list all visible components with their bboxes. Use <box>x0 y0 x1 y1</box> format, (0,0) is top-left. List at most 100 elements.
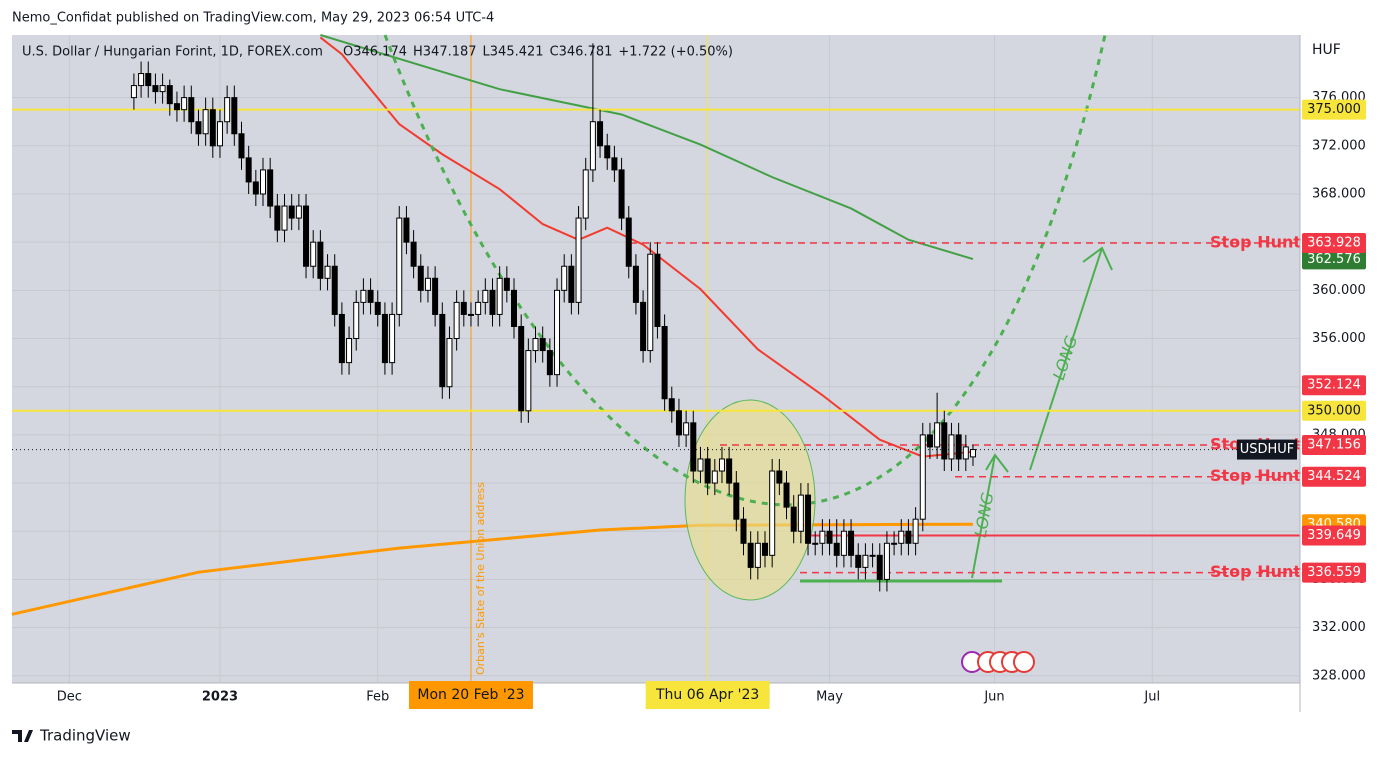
candle-body <box>460 301 467 315</box>
candle-body <box>625 217 632 267</box>
candle-body <box>554 289 561 376</box>
candle-body <box>432 277 439 315</box>
candle-body <box>274 205 281 231</box>
candle-body <box>331 265 338 315</box>
candle-body <box>360 289 367 303</box>
price-tag-box <box>1302 466 1366 487</box>
candle-body <box>417 265 424 291</box>
legend-value: H347.187 <box>413 45 477 60</box>
candle-body <box>389 313 396 364</box>
brand-logo <box>12 730 33 742</box>
candle-body <box>948 434 955 460</box>
candle-body <box>898 530 905 544</box>
candle-body <box>747 542 754 568</box>
price-tag: 362.576 <box>1307 252 1361 267</box>
candle-body <box>962 446 969 460</box>
candle-body <box>130 85 137 99</box>
price-tag-box <box>1302 562 1366 583</box>
arrow-head <box>1082 246 1113 271</box>
candle-body <box>353 301 360 340</box>
candle-body <box>396 217 403 315</box>
event-label: Thu 06 Apr '23 <box>655 687 759 703</box>
price-tag: 344.524 <box>1307 469 1361 484</box>
candle-body <box>381 313 388 364</box>
candle-body <box>776 470 783 484</box>
moving-average <box>319 36 974 458</box>
candle-body <box>718 458 725 472</box>
event-label: Mon 20 Feb '23 <box>417 687 524 703</box>
plot-background <box>12 35 1300 683</box>
level-note: Stop Hunt <box>1210 466 1301 485</box>
candle-body <box>281 205 288 231</box>
candle-body <box>489 289 496 315</box>
candle-body <box>668 398 675 412</box>
candle-body <box>711 470 718 484</box>
candle-body <box>561 265 568 291</box>
candle-body <box>532 338 539 352</box>
event-label-box <box>408 681 533 709</box>
currency: HUF <box>1312 42 1341 58</box>
candle-body <box>403 217 410 243</box>
candle-body <box>848 530 855 556</box>
candle-body <box>475 301 482 315</box>
candle-body <box>926 434 933 448</box>
candle-body <box>252 181 259 195</box>
candle-body <box>374 301 381 315</box>
candle-body <box>790 506 797 532</box>
event-icons <box>961 651 1035 673</box>
candle-body <box>138 73 145 87</box>
candle-body <box>819 530 826 544</box>
level-note: Stop Hunt <box>1210 233 1301 252</box>
candle-body <box>166 85 173 105</box>
candle-body <box>955 434 962 460</box>
ohlc-legend: O346.174 H347.187 L345.421 C346.781 +1.722 (… <box>343 45 733 60</box>
candle-body <box>482 289 489 303</box>
brand: TradingView <box>12 727 131 745</box>
candle-body <box>338 313 345 364</box>
curve-projection <box>383 34 1107 507</box>
candle-body <box>575 217 582 303</box>
candle-body <box>181 97 188 111</box>
legend-value: C346.781 <box>550 45 613 60</box>
x-tick-label: 2023 <box>202 690 238 705</box>
candle-body <box>539 338 546 352</box>
price-axis <box>1300 35 1380 712</box>
candle-body <box>446 338 453 388</box>
candle-body <box>159 85 166 93</box>
price-tag: 336.559 <box>1307 565 1361 580</box>
candle-body <box>912 518 919 544</box>
candle-body <box>840 530 847 556</box>
y-tick-label: 368.000 <box>1312 186 1366 201</box>
candle-body <box>640 301 647 352</box>
candle-body <box>453 301 460 340</box>
candle-body <box>883 542 890 580</box>
candle-body <box>805 494 812 544</box>
candle-body <box>826 530 833 544</box>
x-tick-label: Dec <box>57 690 82 705</box>
price-tag: 375.000 <box>1307 102 1361 117</box>
legend-value: +1.722 (+0.50%) <box>618 45 733 60</box>
price-tag-box <box>1302 435 1366 456</box>
x-tick-label: May <box>816 690 843 705</box>
candle-body <box>439 313 446 388</box>
candle-body <box>869 554 876 557</box>
price-tag-box <box>1302 249 1366 270</box>
candle-body <box>812 542 819 545</box>
price-tag-box <box>1302 375 1366 396</box>
candle-body <box>202 109 209 135</box>
y-tick-label: 332.000 <box>1312 620 1366 635</box>
candle-body <box>690 422 697 472</box>
candle-body <box>762 542 769 556</box>
event-label-box <box>645 681 770 709</box>
candle-body <box>632 265 639 303</box>
arrow <box>971 454 996 579</box>
ticker-box <box>1237 439 1297 460</box>
candle-body <box>611 157 618 171</box>
candle-body <box>754 542 761 568</box>
candle-body <box>410 241 417 267</box>
candle-body <box>876 554 883 580</box>
brand-name: TradingView <box>39 727 131 745</box>
price-tag: 363.928 <box>1307 236 1361 251</box>
candle-body <box>260 169 267 195</box>
arrow-head <box>985 453 1009 473</box>
